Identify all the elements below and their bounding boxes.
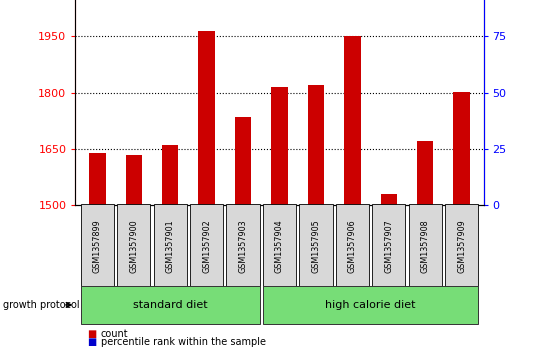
FancyBboxPatch shape [117,204,150,288]
FancyBboxPatch shape [336,204,369,288]
Text: standard diet: standard diet [133,300,207,310]
Text: ■: ■ [87,337,96,347]
Text: GSM1357900: GSM1357900 [129,219,138,273]
FancyBboxPatch shape [409,204,442,288]
FancyBboxPatch shape [445,204,479,288]
Text: ■: ■ [87,329,96,339]
Bar [417,140,433,205]
Text: GSM1357903: GSM1357903 [239,219,248,273]
Text: GSM1357901: GSM1357901 [165,219,175,273]
Text: high calorie diet: high calorie diet [325,300,416,310]
Bar [126,155,142,205]
Bar [198,32,215,205]
FancyBboxPatch shape [263,204,296,288]
Bar [308,85,324,205]
Text: GSM1357902: GSM1357902 [202,219,211,273]
Text: GSM1357906: GSM1357906 [348,219,357,273]
Bar [453,92,470,205]
Text: count: count [101,329,128,339]
FancyBboxPatch shape [263,286,479,324]
FancyBboxPatch shape [80,204,114,288]
Text: GSM1357904: GSM1357904 [275,219,284,273]
Text: GSM1357905: GSM1357905 [311,219,320,273]
Bar [235,117,251,205]
Bar [89,153,106,205]
FancyBboxPatch shape [300,204,333,288]
FancyBboxPatch shape [190,204,223,288]
FancyBboxPatch shape [226,204,259,288]
Text: GSM1357907: GSM1357907 [384,219,394,273]
Bar [344,36,361,205]
FancyBboxPatch shape [372,204,405,288]
Bar [162,145,178,205]
FancyBboxPatch shape [80,286,259,324]
Text: growth protocol: growth protocol [3,300,79,310]
FancyBboxPatch shape [154,204,187,288]
Bar [271,87,288,205]
Text: GSM1357909: GSM1357909 [457,219,466,273]
Text: GSM1357908: GSM1357908 [421,219,430,273]
Text: GSM1357899: GSM1357899 [93,219,102,273]
Bar [381,194,397,205]
Text: percentile rank within the sample: percentile rank within the sample [101,337,266,347]
